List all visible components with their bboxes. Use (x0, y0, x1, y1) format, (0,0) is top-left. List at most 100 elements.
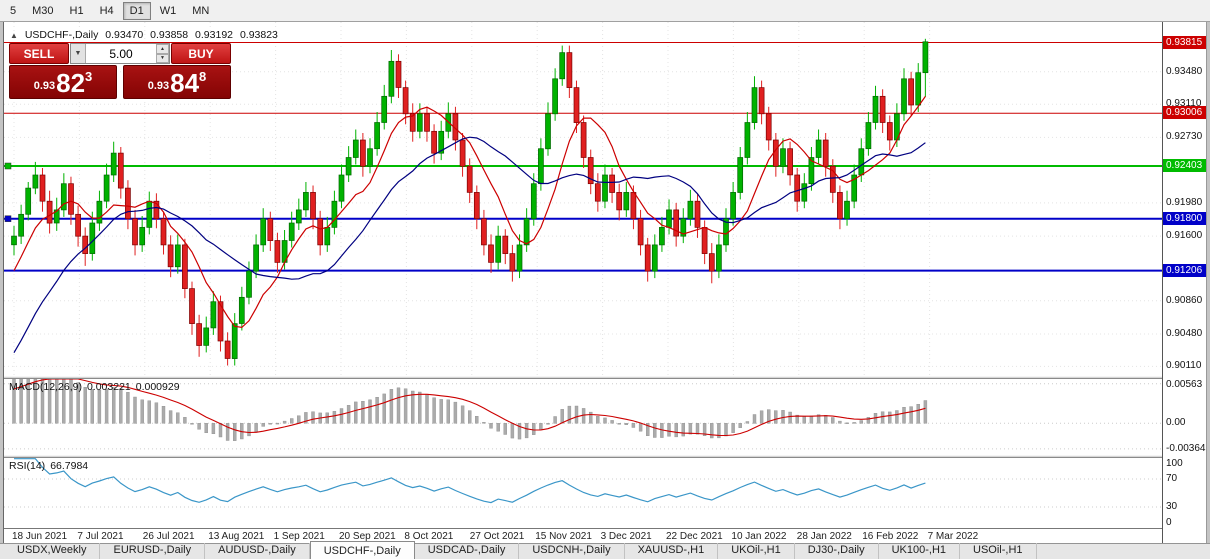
main-price-chart[interactable]: ▲ USDCHF-,Daily 0.93470 0.93858 0.93192 … (4, 22, 1162, 376)
ohlc-close: 0.93823 (239, 29, 278, 41)
price-tick-label: 0.90110 (1166, 360, 1202, 371)
date-tick-label: 1 Sep 2021 (273, 531, 325, 542)
timeframe-d1[interactable]: D1 (122, 1, 151, 20)
price-level-label: 0.93006 (1163, 106, 1206, 119)
candlestick-chart-canvas (4, 22, 1162, 376)
date-tick-label: 27 Oct 2021 (469, 531, 525, 542)
price-tick-label: 0.93480 (1166, 66, 1203, 77)
buy-button[interactable]: BUY (171, 43, 231, 64)
macd-tick-label: 0.00 (1166, 417, 1186, 428)
macd-signal-value: 0.000929 (135, 381, 180, 393)
date-tick-label: 20 Sep 2021 (339, 531, 396, 542)
date-tick-label: 15 Nov 2021 (535, 531, 592, 542)
macd-name: MACD(12,26,9) (9, 381, 82, 393)
price-tick-label: 0.92730 (1166, 131, 1203, 142)
buy-price-prefix: 0.93 (147, 80, 170, 92)
date-tick-label: 16 Feb 2022 (862, 531, 919, 542)
one-click-trade-panel: SELL ▼ ▲ ▼ BUY 0.93823 (9, 43, 231, 99)
date-tick-label: 18 Jun 2021 (12, 531, 68, 542)
date-tick-label: 10 Jan 2022 (731, 531, 787, 542)
price-tick-label: 0.93110 (1166, 98, 1202, 109)
macd-chart-canvas (4, 379, 1162, 450)
macd-signal-line (13, 379, 926, 437)
ohlc-open: 0.93470 (105, 29, 144, 41)
macd-tick-label: -0.00364 (1166, 443, 1206, 454)
chart-tab-ukoil-h1[interactable]: UKOil-,H1 (718, 543, 795, 559)
panel-splitter-macd[interactable] (4, 376, 1162, 379)
timeframe-5[interactable]: 5 (10, 4, 17, 17)
timeframe-mn[interactable]: MN (192, 4, 210, 17)
trade-panel-prices-row: 0.93 82 3 0.93 84 8 (9, 65, 231, 99)
sell-price-pip-digit: 3 (85, 69, 93, 84)
trade-panel-buttons-row: SELL ▼ ▲ ▼ BUY (9, 43, 231, 64)
spinner-down-icon: ▼ (160, 55, 165, 62)
chart-tab-usdx-weekly[interactable]: USDX,Weekly (4, 543, 101, 559)
chart-tab-dj30-daily[interactable]: DJ30-,Daily (795, 543, 879, 559)
moving-average-20 (13, 136, 926, 353)
rsi-tick-label: 30 (1166, 501, 1178, 512)
chart-tab-usoil-h1[interactable]: USOil-,H1 (960, 543, 1037, 559)
price-level-label: 0.92403 (1163, 159, 1206, 172)
chart-tab-usdchf-daily[interactable]: USDCHF-,Daily (309, 541, 415, 559)
chart-tab-eurusd-daily[interactable]: EURUSD-,Daily (100, 543, 206, 559)
date-tick-label: 7 Jul 2021 (77, 531, 124, 542)
collapse-trade-panel-icon[interactable]: ▲ (10, 31, 18, 40)
volume-input[interactable] (86, 44, 156, 63)
chevron-down-icon: ▼ (74, 50, 82, 57)
rsi-name: RSI(14) (9, 460, 46, 472)
horizontal-level-lines[interactable] (4, 42, 1162, 272)
price-tick-label: 0.91600 (1166, 230, 1203, 241)
sell-button[interactable]: SELL (9, 43, 69, 64)
buy-price-pip-digit: 8 (199, 69, 207, 84)
chart-tab-usdcnh-daily[interactable]: USDCNH-,Daily (519, 543, 625, 559)
chart-tab-usdcad-daily[interactable]: USDCAD-,Daily (415, 543, 520, 559)
ohlc-low: 0.93192 (195, 29, 234, 41)
macd-histogram (12, 379, 928, 441)
date-tick-label: 28 Jan 2022 (796, 531, 852, 542)
macd-label: MACD(12,26,9) 0.003221 0.000929 (9, 381, 185, 393)
rsi-tick-label: 0 (1166, 517, 1172, 528)
date-tick-label: 7 Mar 2022 (927, 531, 979, 542)
chart-tab-uk100-h1[interactable]: UK100-,H1 (879, 543, 961, 559)
date-tick-label: 3 Dec 2021 (600, 531, 652, 542)
sell-price-display[interactable]: 0.93 82 3 (9, 65, 117, 99)
price-level-label: 0.91800 (1163, 212, 1206, 225)
price-level-label: 0.91206 (1163, 264, 1206, 277)
buy-price-big-digits: 84 (170, 68, 200, 98)
chart-tab-audusd-daily[interactable]: AUDUSD-,Daily (205, 543, 310, 559)
macd-value: 0.003221 (86, 381, 131, 393)
price-axis[interactable]: 0.93480 0.93110 0.92730 0.91980 0.91600 0.908… (1162, 22, 1206, 543)
rsi-chart-canvas (4, 458, 1162, 508)
panel-splitter-rsi[interactable] (4, 455, 1162, 458)
chart-tabs-bar: USDX,Weekly EURUSD-,Daily AUDUSD-,Daily USD… (0, 541, 1210, 559)
macd-indicator-panel[interactable]: MACD(12,26,9) 0.003221 0.000929 (4, 379, 1162, 455)
timeframe-m30[interactable]: M30 (32, 4, 54, 17)
price-level-label: 0.93815 (1163, 36, 1206, 49)
volume-spinner: ▲ ▼ (156, 44, 169, 63)
rsi-line (14, 458, 926, 504)
volume-dropdown-button[interactable]: ▼ (71, 44, 86, 63)
timeframe-h1[interactable]: H1 (69, 4, 84, 17)
chart-region: ▲ USDCHF-,Daily 0.93470 0.93858 0.93192 … (4, 22, 1162, 543)
timeframe-h4[interactable]: H4 (99, 4, 114, 17)
rsi-tick-label: 100 (1166, 458, 1183, 469)
timeframe-toolbar: 5 M30 H1 H4 D1 W1 MN (0, 0, 1210, 22)
time-axis[interactable]: 18 Jun 2021 7 Jul 2021 26 Jul 2021 13 Aug 2… (4, 528, 1162, 543)
ohlc-high: 0.93858 (150, 29, 189, 41)
rsi-value: 66.7984 (50, 460, 89, 472)
date-tick-label: 8 Oct 2021 (404, 531, 454, 542)
volume-control: ▼ ▲ ▼ (70, 43, 170, 64)
chart-ohlc-header: ▲ USDCHF-,Daily 0.93470 0.93858 0.93192 … (10, 29, 282, 41)
chart-tab-xauusd-h1[interactable]: XAUUSD-,H1 (625, 543, 719, 559)
volume-up-button[interactable]: ▲ (156, 44, 169, 54)
date-tick-label: 26 Jul 2021 (142, 531, 195, 542)
macd-tick-label: 0.00563 (1166, 379, 1203, 390)
buy-price-display[interactable]: 0.93 84 8 (123, 65, 231, 99)
timeframe-w1[interactable]: W1 (159, 4, 177, 17)
sell-price-prefix: 0.93 (33, 80, 56, 92)
rsi-indicator-panel[interactable]: RSI(14) 66.7984 (4, 458, 1162, 528)
candlestick-series (11, 38, 929, 366)
date-tick-label: 22 Dec 2021 (666, 531, 723, 542)
volume-down-button[interactable]: ▼ (156, 53, 169, 63)
